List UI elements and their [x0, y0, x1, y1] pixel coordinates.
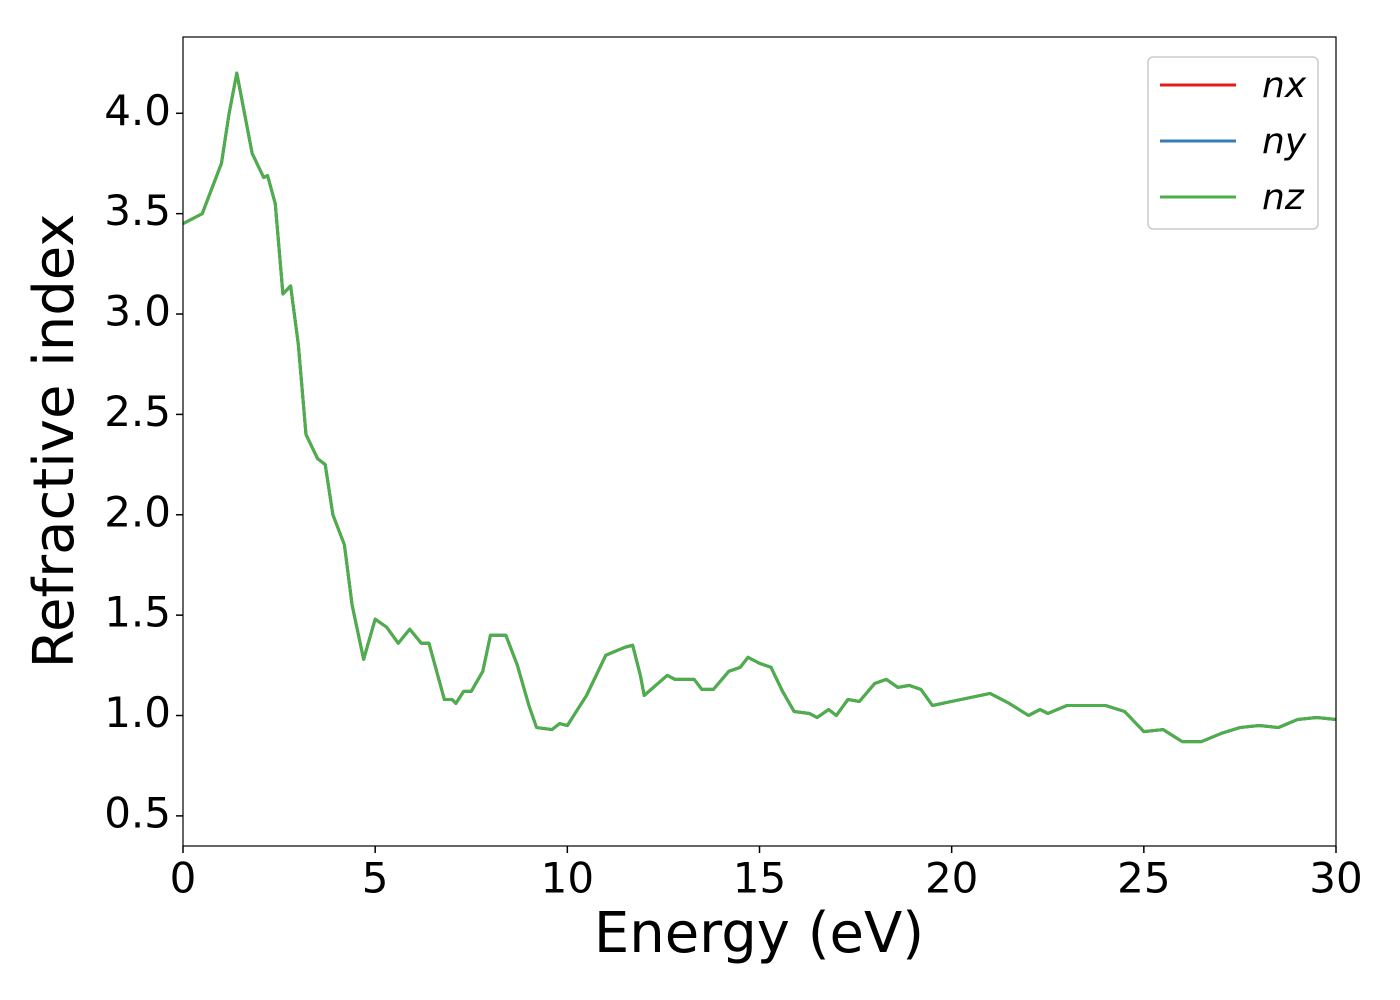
x-tick-label: 0 [170, 854, 197, 903]
legend-label: nz [1262, 177, 1305, 218]
x-tick-label: 10 [541, 854, 594, 903]
plot-frame [182, 36, 1337, 847]
legend-label: ny [1262, 121, 1307, 162]
y-axis-label: Refractive index [22, 214, 87, 669]
x-tick-label: 5 [362, 854, 389, 903]
data-line [183, 71, 1336, 744]
x-tick-label: 15 [733, 854, 786, 903]
legend-box [1147, 56, 1319, 230]
y-tick-label: 1.5 [104, 588, 171, 637]
y-tick-label: 1.0 [104, 688, 171, 737]
legend-label: nx [1262, 65, 1307, 106]
x-tick-label: 25 [1117, 854, 1170, 903]
x-axis-label: Energy (eV) [594, 901, 924, 966]
y-tick-label: 3.0 [104, 287, 171, 336]
y-tick-label: 2.0 [104, 487, 171, 536]
y-tick-label: 0.5 [104, 788, 171, 837]
x-tick-label: 30 [1309, 854, 1362, 903]
y-tick-label: 3.5 [104, 186, 171, 235]
y-tick-label: 4.0 [104, 86, 171, 135]
y-tick-label: 2.5 [104, 387, 171, 436]
x-tick-label: 20 [925, 854, 978, 903]
